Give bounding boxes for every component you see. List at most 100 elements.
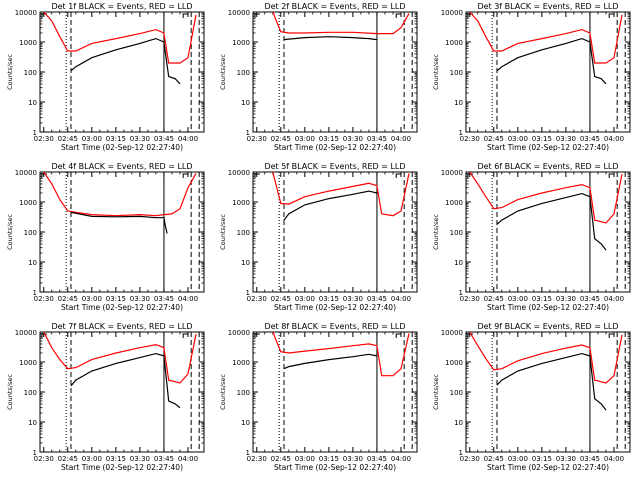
lld-rate-line	[43, 12, 197, 64]
x-tick-label: 04:00	[391, 455, 411, 463]
events-rate-line	[283, 353, 378, 370]
x-tick-label: 02:45	[484, 135, 504, 143]
y-axis-label: Counts/sec	[432, 54, 440, 90]
y-tick-label: 1000	[19, 39, 37, 47]
x-tick-label: 03:30	[343, 135, 363, 143]
y-tick-label: 1000	[232, 359, 250, 367]
y-tick-label: 10	[454, 99, 463, 107]
x-tick-label: 02:30	[34, 135, 54, 143]
plot-frame	[39, 171, 205, 293]
y-tick-label: 1	[33, 289, 37, 297]
y-tick-label: 10000	[228, 329, 250, 337]
corner-bracket-left	[254, 173, 260, 178]
y-tick-label: 1000	[232, 39, 250, 47]
x-tick-label: 03:45	[367, 455, 387, 463]
x-tick-label: 03:45	[367, 135, 387, 143]
x-tick-label: 04:00	[178, 455, 198, 463]
y-tick-label: 1000	[19, 199, 37, 207]
y-tick-label: 1	[246, 449, 250, 457]
lld-rate-line	[272, 332, 410, 377]
chart-panel-4: Det 4f BLACK = Events, RED = LLD Counts/s…	[6, 162, 205, 312]
x-tick-label: 03:00	[82, 295, 102, 303]
y-tick-label: 10000	[15, 329, 37, 337]
corner-bracket-right	[395, 333, 402, 338]
x-tick-label: 02:45	[271, 295, 291, 303]
events-rate-line	[70, 37, 181, 85]
y-tick-label: 10	[454, 419, 463, 427]
lld-rate-line	[43, 172, 197, 217]
x-tick-label: 02:30	[460, 295, 480, 303]
corner-bracket-left	[254, 333, 260, 338]
x-axis-label: Start Time (02-Sep-12 02:27:40)	[274, 303, 396, 312]
y-tick-label: 10000	[15, 9, 37, 17]
x-tick-label: 02:45	[484, 295, 504, 303]
x-tick-label: 03:15	[106, 135, 126, 143]
events-rate-line	[70, 211, 168, 234]
x-axis-label: Start Time (02-Sep-12 02:27:40)	[274, 143, 396, 152]
lld-rate-line	[469, 172, 623, 224]
x-tick-label: 02:30	[34, 455, 54, 463]
x-tick-label: 03:30	[556, 295, 576, 303]
y-tick-label: 1	[33, 449, 37, 457]
y-tick-label: 10000	[441, 169, 463, 177]
chart-panel-3: Det 3f BLACK = Events, RED = LLD Counts/s…	[432, 2, 631, 152]
y-tick-label: 10	[28, 259, 37, 267]
y-tick-label: 1	[246, 129, 250, 137]
chart-panel-2: Det 2f BLACK = Events, RED = LLD Counts/s…	[219, 2, 418, 152]
x-tick-label: 03:00	[295, 295, 315, 303]
y-tick-label: 1	[33, 129, 37, 137]
y-tick-label: 1	[246, 289, 250, 297]
corner-bracket-right	[182, 13, 189, 18]
x-tick-label: 03:45	[367, 295, 387, 303]
x-tick-label: 03:15	[319, 135, 339, 143]
chart-title: Det 2f BLACK = Events, RED = LLD	[264, 2, 405, 11]
y-tick-label: 100	[450, 229, 463, 237]
y-tick-label: 1	[459, 129, 463, 137]
y-tick-label: 1000	[232, 199, 250, 207]
y-axis-label: Counts/sec	[219, 54, 227, 90]
corner-bracket-right	[395, 13, 402, 18]
events-rate-line	[283, 190, 378, 221]
x-tick-label: 02:30	[247, 135, 267, 143]
x-tick-label: 02:30	[460, 135, 480, 143]
chart-title: Det 3f BLACK = Events, RED = LLD	[477, 2, 618, 11]
x-tick-label: 04:00	[604, 135, 624, 143]
x-tick-label: 03:45	[580, 455, 600, 463]
x-axis-label: Start Time (02-Sep-12 02:27:40)	[61, 143, 183, 152]
x-tick-label: 02:45	[271, 455, 291, 463]
chart-panel-9: Det 9f BLACK = Events, RED = LLD Counts/s…	[432, 322, 631, 472]
x-tick-label: 03:00	[508, 135, 528, 143]
y-axis-label: Counts/sec	[6, 214, 14, 250]
plot-frame	[252, 11, 418, 133]
x-tick-label: 03:45	[154, 135, 174, 143]
x-tick-label: 03:30	[130, 135, 150, 143]
corner-bracket-right	[608, 13, 615, 18]
lld-rate-line	[272, 172, 410, 217]
events-rate-line	[70, 352, 181, 409]
x-axis-label: Start Time (02-Sep-12 02:27:40)	[61, 463, 183, 472]
chart-title: Det 1f BLACK = Events, RED = LLD	[51, 2, 192, 11]
y-tick-label: 10	[241, 419, 250, 427]
x-tick-label: 04:00	[604, 455, 624, 463]
x-tick-label: 02:45	[58, 455, 78, 463]
x-tick-label: 02:45	[271, 135, 291, 143]
x-axis-label: Start Time (02-Sep-12 02:27:40)	[274, 463, 396, 472]
chart-title: Det 4f BLACK = Events, RED = LLD	[51, 162, 192, 171]
x-tick-label: 03:15	[319, 295, 339, 303]
y-axis-label: Counts/sec	[6, 374, 14, 410]
y-tick-label: 1000	[445, 359, 463, 367]
x-tick-label: 03:15	[532, 455, 552, 463]
y-tick-label: 100	[237, 229, 250, 237]
x-tick-label: 03:30	[343, 295, 363, 303]
plot-frame	[465, 11, 631, 133]
plot-frame	[39, 331, 205, 453]
y-tick-label: 100	[24, 229, 37, 237]
x-tick-label: 04:00	[178, 135, 198, 143]
x-tick-label: 03:00	[82, 135, 102, 143]
y-tick-label: 100	[450, 389, 463, 397]
x-tick-label: 03:45	[154, 455, 174, 463]
x-tick-label: 03:45	[580, 295, 600, 303]
x-tick-label: 02:45	[484, 455, 504, 463]
y-tick-label: 10	[28, 419, 37, 427]
